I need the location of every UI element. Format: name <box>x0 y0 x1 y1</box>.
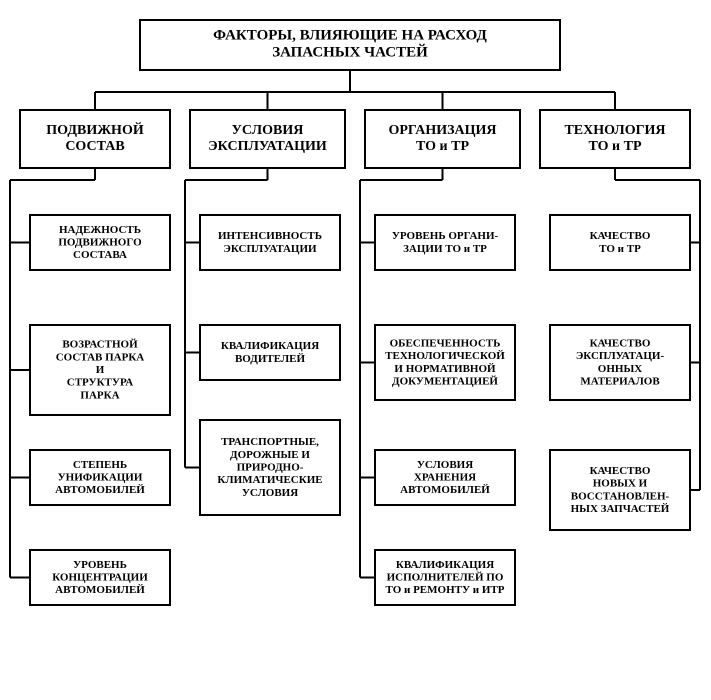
item-label-organization-1: ОБЕСПЕЧЕННОСТЬТЕХНОЛОГИЧЕСКОЙИ НОРМАТИВН… <box>385 337 505 387</box>
item-label-operating_conditions-0: ИНТЕНСИВНОСТЬЭКСПЛУАТАЦИИ <box>218 230 322 255</box>
item-label-organization-3: КВАЛИФИКАЦИЯИСПОЛНИТЕЛЕЙ ПОТО и РЕМОНТУ … <box>386 558 505 595</box>
factors-diagram: ФАКТОРЫ, ВЛИЯЮЩИЕ НА РАСХОДЗАПАСНЫХ ЧАСТ… <box>0 0 711 700</box>
item-label-organization-0: УРОВЕНЬ ОРГАНИ-ЗАЦИИ ТО и ТР <box>392 230 499 255</box>
item-label-operating_conditions-1: КВАЛИФИКАЦИЯВОДИТЕЛЕЙ <box>221 340 319 365</box>
